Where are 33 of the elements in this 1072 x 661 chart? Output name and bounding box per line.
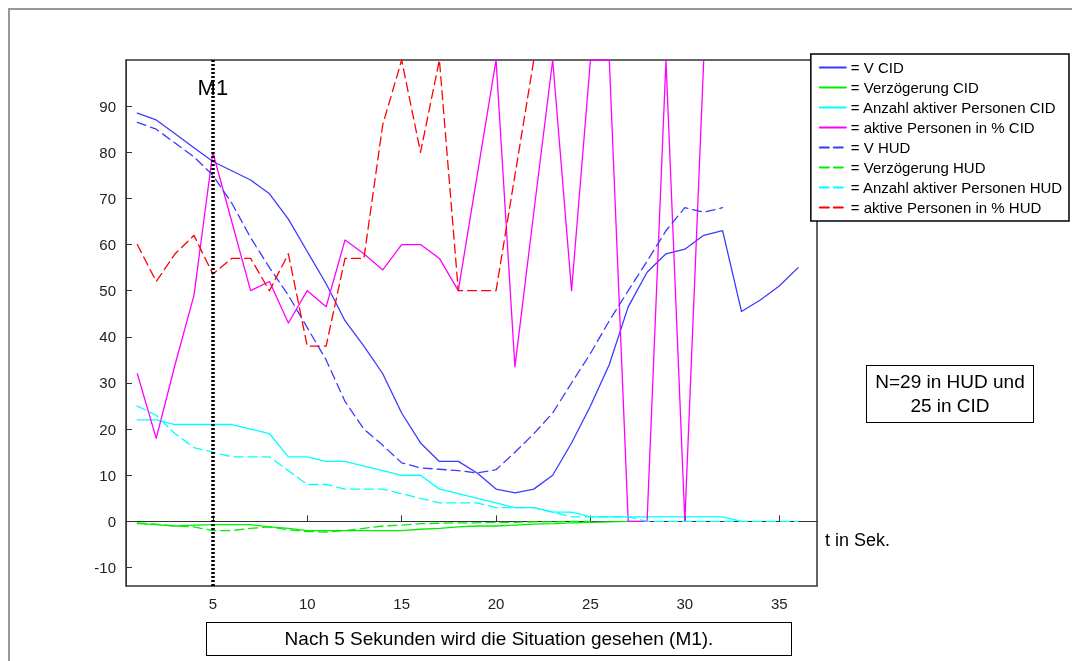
y-tick-label: 90 xyxy=(99,97,116,115)
legend-label: = Verzögerung CID xyxy=(850,79,979,96)
x-tick-label: 20 xyxy=(487,595,505,612)
y-tick-label: 10 xyxy=(99,466,116,484)
legend-label: = aktive Personen in % HUD xyxy=(850,199,1042,216)
line-series xyxy=(136,112,799,494)
y-tick-label: -10 xyxy=(94,559,116,577)
x-tick-label: 5 xyxy=(208,595,218,612)
text: N=29 in HUD und 25 in CID xyxy=(866,365,1034,423)
legend-label: = V HUD xyxy=(850,139,911,156)
legend-label: = aktive Personen in % CID xyxy=(850,119,1035,136)
x-tick-label: 25 xyxy=(582,595,599,612)
y-tick-label: 80 xyxy=(99,143,116,161)
line-series xyxy=(136,59,535,347)
y-tick-label: 20 xyxy=(99,420,116,438)
y-tick-label: 70 xyxy=(99,189,116,207)
y-tick-label: 30 xyxy=(99,374,116,392)
x-tick-label: 15 xyxy=(393,595,410,612)
line-series xyxy=(136,59,705,523)
legend-label: = Verzögerung HUD xyxy=(850,159,986,176)
x-tick-label: 30 xyxy=(676,595,694,612)
y-tick-label: 40 xyxy=(99,328,116,346)
legend-label: = Anzahl aktiver Personen HUD xyxy=(850,179,1063,196)
text: Nach 5 Sekunden wird die Situation gesehen (M1). xyxy=(206,622,792,656)
y-tick-label: 0 xyxy=(107,512,116,530)
legend-label: = Anzahl aktiver Personen CID xyxy=(850,99,1056,116)
x-axis-title: t in Sek. xyxy=(825,530,891,551)
y-tick-label: 50 xyxy=(99,282,116,300)
x-tick-label: 10 xyxy=(298,595,316,612)
y-tick-label: 60 xyxy=(99,236,116,254)
legend-label: = V CID xyxy=(850,59,904,76)
line-series xyxy=(136,405,799,523)
x-tick-label: 35 xyxy=(770,595,788,612)
